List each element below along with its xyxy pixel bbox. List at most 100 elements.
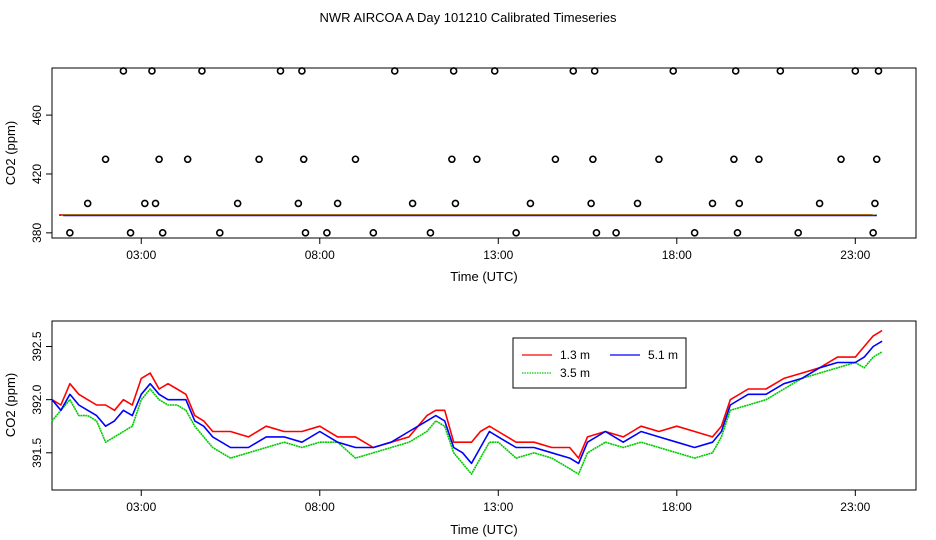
flagged-point bbox=[733, 229, 742, 237]
flagged-point bbox=[451, 199, 460, 208]
flagged-point bbox=[690, 229, 699, 237]
flagged-point bbox=[233, 199, 242, 208]
top-x-tick-label: 08:00 bbox=[305, 248, 335, 262]
top-plot-frame bbox=[51, 67, 917, 239]
series-line-3-5-m bbox=[51, 351, 883, 475]
flagged-point bbox=[526, 199, 535, 208]
flagged-point bbox=[333, 199, 342, 208]
bottom-y-axis-label: CO2 (ppm) bbox=[3, 373, 18, 437]
top-x-tick-label: 03:00 bbox=[126, 248, 156, 262]
flagged-point bbox=[351, 155, 360, 164]
top-flagged-points bbox=[66, 67, 883, 237]
flagged-point bbox=[708, 199, 717, 208]
bottom-x-axis: 03:00 08:00 13:00 18:00 23:00 bbox=[126, 490, 871, 514]
flagged-point bbox=[569, 67, 578, 75]
top-x-tick-label: 18:00 bbox=[662, 248, 692, 262]
flagged-point bbox=[755, 155, 763, 164]
bottom-y-tick-label: 391.5 bbox=[30, 437, 44, 467]
flagged-point bbox=[776, 67, 785, 75]
flagged-point bbox=[155, 155, 163, 164]
flagged-point bbox=[731, 67, 740, 75]
flagged-point bbox=[587, 199, 595, 208]
flagged-point bbox=[158, 229, 167, 237]
flagged-point bbox=[294, 199, 303, 208]
flagged-point bbox=[298, 67, 306, 75]
bottom-x-axis-label: Time (UTC) bbox=[450, 522, 517, 537]
series-line-1-3-m bbox=[51, 329, 883, 459]
flagged-point bbox=[512, 229, 520, 237]
top-y-tick-label: 460 bbox=[30, 105, 44, 125]
flagged-point bbox=[655, 155, 663, 164]
flagged-point bbox=[551, 155, 560, 164]
flagged-point bbox=[612, 229, 620, 237]
flagged-point bbox=[730, 155, 738, 164]
flagged-point bbox=[126, 229, 135, 237]
flagged-point bbox=[301, 229, 310, 237]
top-baseline-lines bbox=[59, 214, 877, 217]
top-y-axis-label: CO2 (ppm) bbox=[3, 121, 18, 185]
flagged-point bbox=[119, 67, 128, 75]
bottom-x-tick-label: 13:00 bbox=[483, 500, 513, 514]
flagged-point bbox=[255, 155, 263, 164]
flagged-point bbox=[390, 67, 399, 75]
flagged-point bbox=[216, 229, 224, 237]
flagged-point bbox=[183, 155, 192, 164]
flagged-point bbox=[426, 229, 435, 237]
flagged-point bbox=[874, 67, 883, 75]
flagged-point bbox=[837, 155, 845, 164]
flagged-point bbox=[872, 155, 881, 164]
bottom-x-tick-label: 03:00 bbox=[126, 500, 156, 514]
flagged-point bbox=[323, 229, 331, 237]
flagged-point bbox=[198, 67, 206, 75]
flagged-point bbox=[590, 67, 599, 75]
flagged-point bbox=[735, 199, 744, 208]
bottom-y-tick-label: 392.5 bbox=[30, 331, 44, 361]
flagged-point bbox=[669, 67, 678, 75]
bottom-x-tick-label: 23:00 bbox=[840, 500, 870, 514]
flagged-point bbox=[589, 155, 597, 164]
legend-label-1-3m: 1.3 m bbox=[560, 348, 590, 362]
flagged-point bbox=[101, 155, 110, 164]
flagged-point bbox=[448, 155, 456, 164]
flagged-point bbox=[276, 67, 285, 75]
legend: 1.3 m 3.5 m 5.1 m bbox=[512, 337, 687, 389]
flagged-point bbox=[449, 67, 458, 75]
flagged-point bbox=[851, 67, 860, 75]
flagged-point bbox=[869, 229, 877, 237]
flagged-point bbox=[871, 199, 879, 208]
flagged-point bbox=[633, 199, 642, 208]
flagged-point bbox=[141, 199, 149, 208]
flagged-point bbox=[473, 155, 481, 164]
top-x-tick-label: 23:00 bbox=[840, 248, 870, 262]
series-line-5-1-m bbox=[51, 340, 883, 465]
bottom-series-lines bbox=[51, 329, 883, 475]
flagged-point bbox=[490, 67, 499, 75]
flagged-point bbox=[592, 229, 601, 237]
bottom-plot-frame bbox=[51, 320, 917, 491]
top-y-axis: 380 420 460 bbox=[30, 105, 52, 243]
top-x-axis: 03:00 08:00 13:00 18:00 23:00 bbox=[126, 238, 871, 262]
top-x-tick-label: 13:00 bbox=[483, 248, 513, 262]
flagged-point bbox=[66, 229, 74, 237]
bottom-y-tick-label: 392.0 bbox=[30, 384, 44, 414]
flagged-point bbox=[369, 229, 378, 237]
panel-bottom-timeseries: 03:00 08:00 13:00 18:00 23:00 391.5 392.0 392.… bbox=[3, 320, 917, 537]
panel-top-flagged-data: 03:00 08:00 13:00 18:00 23:00 380 420 460 Time… bbox=[3, 67, 917, 284]
flagged-point bbox=[408, 199, 417, 208]
top-x-axis-label: Time (UTC) bbox=[450, 269, 517, 284]
legend-box bbox=[512, 337, 687, 389]
flagged-point bbox=[148, 67, 156, 75]
bottom-x-tick-label: 08:00 bbox=[305, 500, 335, 514]
figure-title: NWR AIRCOA A Day 101210 Calibrated Times… bbox=[320, 10, 617, 25]
flagged-point bbox=[794, 229, 802, 237]
top-y-tick-label: 380 bbox=[30, 223, 44, 243]
flagged-point bbox=[815, 199, 824, 208]
bottom-x-tick-label: 18:00 bbox=[662, 500, 692, 514]
legend-label-5-1m: 5.1 m bbox=[648, 348, 678, 362]
bottom-y-axis: 391.5 392.0 392.5 bbox=[30, 331, 52, 468]
flagged-point bbox=[299, 155, 308, 164]
legend-label-3-5m: 3.5 m bbox=[560, 366, 590, 380]
flagged-point bbox=[83, 199, 92, 208]
top-y-tick-label: 420 bbox=[30, 164, 44, 184]
